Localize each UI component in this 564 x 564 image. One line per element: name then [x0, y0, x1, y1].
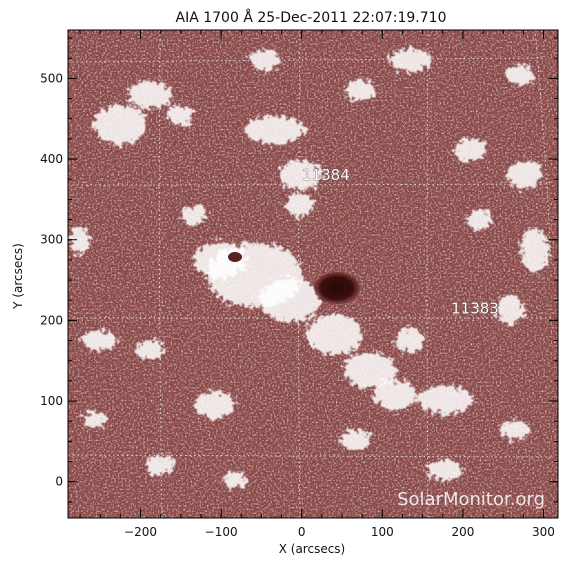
x-tick-label: 200 — [451, 525, 474, 539]
coordinate-grid — [68, 30, 553, 518]
x-tick-label: 300 — [532, 525, 555, 539]
active-region-labels: 11384 11383 — [302, 166, 499, 318]
figure-title: AIA 1700 Å 25-Dec-2011 22:07:19.710 — [176, 9, 447, 26]
x-axis-label: X (arcsecs) — [279, 542, 346, 556]
y-tick-label: 0 — [55, 475, 63, 489]
x-tick-label: 0 — [298, 525, 306, 539]
active-region-label: 11383 — [451, 299, 499, 317]
active-region-label: 11384 — [302, 166, 350, 184]
x-tick-label: −200 — [124, 525, 157, 539]
main-sunspot — [314, 272, 360, 304]
pore — [228, 252, 242, 262]
y-tick-label: 300 — [40, 233, 63, 247]
plage-regions — [70, 48, 549, 488]
y-tick-label: 400 — [40, 152, 63, 166]
bright-granulation — [68, 30, 558, 518]
y-tick-label: 200 — [40, 313, 63, 327]
x-tick-label: 100 — [371, 525, 394, 539]
y-tick-label: 100 — [40, 394, 63, 408]
axes: −200 −100 0 100 200 300 0 100 200 300 400 500 — [40, 29, 559, 539]
watermark: SolarMonitor.org — [397, 489, 545, 510]
y-tick-label: 500 — [40, 71, 63, 85]
solar-image — [68, 30, 558, 518]
plot-frame — [67, 29, 559, 519]
x-tick-label: −100 — [205, 525, 238, 539]
y-axis-label: Y (arcsecs) — [11, 243, 25, 310]
